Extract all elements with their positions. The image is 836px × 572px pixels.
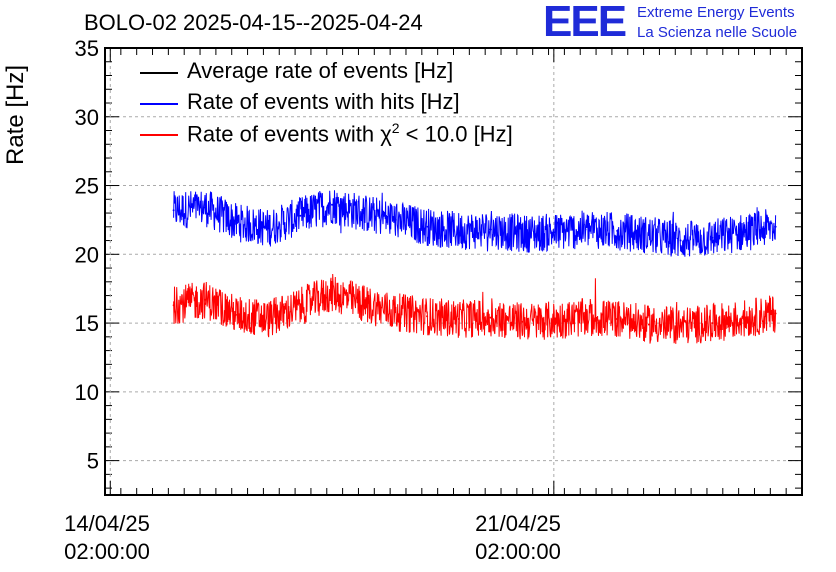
series-2-point bbox=[489, 316, 492, 319]
logo-line-2: La Scienza nelle Scuole bbox=[637, 24, 798, 41]
series-1-point bbox=[331, 203, 334, 206]
x-tick-label-0: 14/04/25 02:00:00 bbox=[51, 510, 163, 566]
legend-chi2-prefix: Rate of events with χ bbox=[187, 121, 392, 147]
series-1-point bbox=[647, 234, 650, 237]
series-2-point bbox=[711, 322, 714, 325]
legend-swatch-average bbox=[140, 72, 178, 74]
series-1-band bbox=[173, 190, 777, 257]
y-tick-label-5: 30 bbox=[75, 105, 99, 130]
plot-frame bbox=[104, 47, 803, 496]
series-1-point bbox=[584, 228, 587, 231]
legend-chi2-suffix: < 10.0 [Hz] bbox=[399, 121, 513, 147]
series-2-point bbox=[774, 312, 777, 315]
series-1-point bbox=[204, 206, 207, 209]
legend-chi2-sup: 2 bbox=[391, 120, 400, 136]
series-1-point bbox=[521, 232, 524, 235]
series-2-point bbox=[521, 320, 524, 323]
y-tick-label-2: 15 bbox=[75, 311, 99, 336]
legend-label-chi2: Rate of events with χ2 < 10.0 [Hz] bbox=[187, 120, 513, 147]
series-2-point bbox=[299, 305, 302, 308]
series-2-point bbox=[679, 324, 682, 327]
series-1-point bbox=[616, 229, 619, 232]
y-tick-label-0: 5 bbox=[87, 449, 99, 474]
legend-swatch-chi2 bbox=[140, 134, 178, 136]
x-tick-label-0-time: 02:00:00 bbox=[64, 539, 150, 564]
legend-label-average: Average rate of events [Hz] bbox=[187, 58, 454, 83]
series-1-point bbox=[362, 212, 365, 215]
series-2-point bbox=[616, 317, 619, 320]
series-2-point bbox=[267, 317, 270, 320]
series-2-point bbox=[742, 317, 745, 320]
series-2-point bbox=[236, 313, 239, 316]
series-2-point bbox=[172, 304, 175, 307]
series-1-point bbox=[711, 236, 714, 239]
x-tick-label-0-date: 14/04/25 bbox=[64, 511, 150, 536]
legend-swatch-hits bbox=[140, 103, 178, 105]
series-2-point bbox=[457, 317, 460, 320]
y-tick-label-3: 20 bbox=[75, 242, 99, 267]
x-tick-label-1-date: 21/04/25 bbox=[475, 511, 561, 536]
series-1-point bbox=[742, 231, 745, 234]
series-2-point bbox=[647, 323, 650, 326]
series-1-point bbox=[267, 227, 270, 230]
series-1-point bbox=[457, 229, 460, 232]
series-1-point bbox=[172, 209, 175, 212]
series-2-point bbox=[584, 316, 587, 319]
y-tick-label-4: 25 bbox=[75, 174, 99, 199]
series-1-point bbox=[394, 218, 397, 221]
series-2-point bbox=[552, 319, 555, 322]
series-1-point bbox=[426, 225, 429, 228]
legend-label-hits: Rate of events with hits [Hz] bbox=[187, 89, 460, 114]
series-2-band bbox=[173, 273, 777, 344]
series-2-point bbox=[331, 291, 334, 294]
series-1-point bbox=[299, 214, 302, 217]
chart-title: BOLO-02 2025-04-15--2025-04-24 bbox=[84, 10, 423, 35]
logo-line-1: Extreme Energy Events bbox=[637, 4, 795, 21]
eee-logo: EEE bbox=[543, 0, 627, 46]
logo-caption: Extreme Energy Events La Scienza nelle S… bbox=[637, 3, 797, 43]
y-axis-label: Rate [Hz] bbox=[2, 64, 29, 165]
series-1-point bbox=[552, 231, 555, 234]
y-tick-label-1: 10 bbox=[75, 380, 99, 405]
series-2-point bbox=[426, 315, 429, 318]
series-1-point bbox=[236, 221, 239, 224]
x-tick-label-1-time: 02:00:00 bbox=[475, 539, 561, 564]
x-tick-label-1: 21/04/25 02:00:00 bbox=[462, 510, 574, 566]
y-tick-label-6: 35 bbox=[75, 36, 99, 61]
series-2-point bbox=[204, 298, 207, 301]
series-1-point bbox=[774, 225, 777, 228]
series-1-point bbox=[489, 228, 492, 231]
series-1-point bbox=[679, 239, 682, 242]
series-2-point bbox=[362, 302, 365, 305]
series-2-point bbox=[394, 311, 397, 314]
